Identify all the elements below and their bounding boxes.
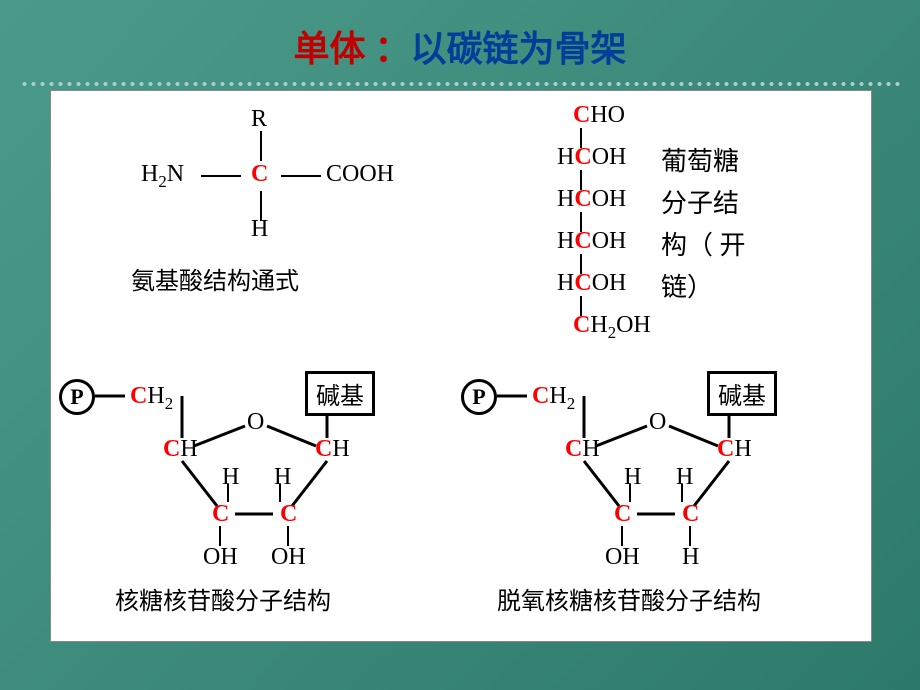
- deoxy-bonds: [447, 366, 867, 586]
- deoxy-caption: 脱氧核糖核苷酸分子结构: [497, 581, 761, 616]
- glucose-structure: CHO HCOH HCOH HCOH HCOH CH2OH 葡萄糖 分子结 构（…: [511, 96, 861, 361]
- amino-acid-structure: R H2N C COOH H 氨基酸结构通式: [81, 101, 441, 301]
- ribo-bonds: [45, 366, 445, 586]
- slide: 单体 ：以碳链为骨架 R H2N C COOH H 氨基酸结构通式: [0, 0, 920, 690]
- amino-H: H: [251, 216, 268, 242]
- amino-R: R: [251, 106, 267, 132]
- title-underline: [20, 82, 900, 86]
- deoxy-oh-1: OH: [605, 544, 640, 571]
- deoxy-P: P: [461, 379, 497, 415]
- amino-acid-caption: 氨基酸结构通式: [131, 261, 299, 296]
- content-area: R H2N C COOH H 氨基酸结构通式 CHO HCOH HCOH HCO…: [50, 90, 872, 642]
- glucose-cap-2: 分子结: [661, 183, 746, 225]
- deoxy-base: 碱基: [707, 371, 777, 416]
- ribonucleotide-structure: P CH2 碱基 O CH CH H H C C OH OH 核糖核苷酸分子结构: [45, 366, 445, 626]
- glucose-cap-1: 葡萄糖: [661, 141, 746, 183]
- title-part2: 以碳链为骨架: [411, 29, 627, 69]
- ribo-caption: 核糖核苷酸分子结构: [115, 581, 331, 616]
- glucose-cap-4: 链）: [661, 267, 746, 309]
- deoxy-oh-2: H: [682, 544, 699, 571]
- slide-title: 单体 ：以碳链为骨架: [0, 0, 920, 82]
- ribo-P: P: [59, 379, 95, 415]
- amino-COOH: COOH: [326, 161, 394, 187]
- deoxyribonucleotide-structure: P CH2 碱基 O CH CH H H C C OH H 脱氧核糖核苷酸分子结…: [447, 366, 867, 626]
- title-part1: 单体 ：: [293, 29, 410, 69]
- amino-C: C: [251, 161, 268, 187]
- glucose-cap-3: 构（ 开: [661, 225, 746, 267]
- ribo-base: 碱基: [305, 371, 375, 416]
